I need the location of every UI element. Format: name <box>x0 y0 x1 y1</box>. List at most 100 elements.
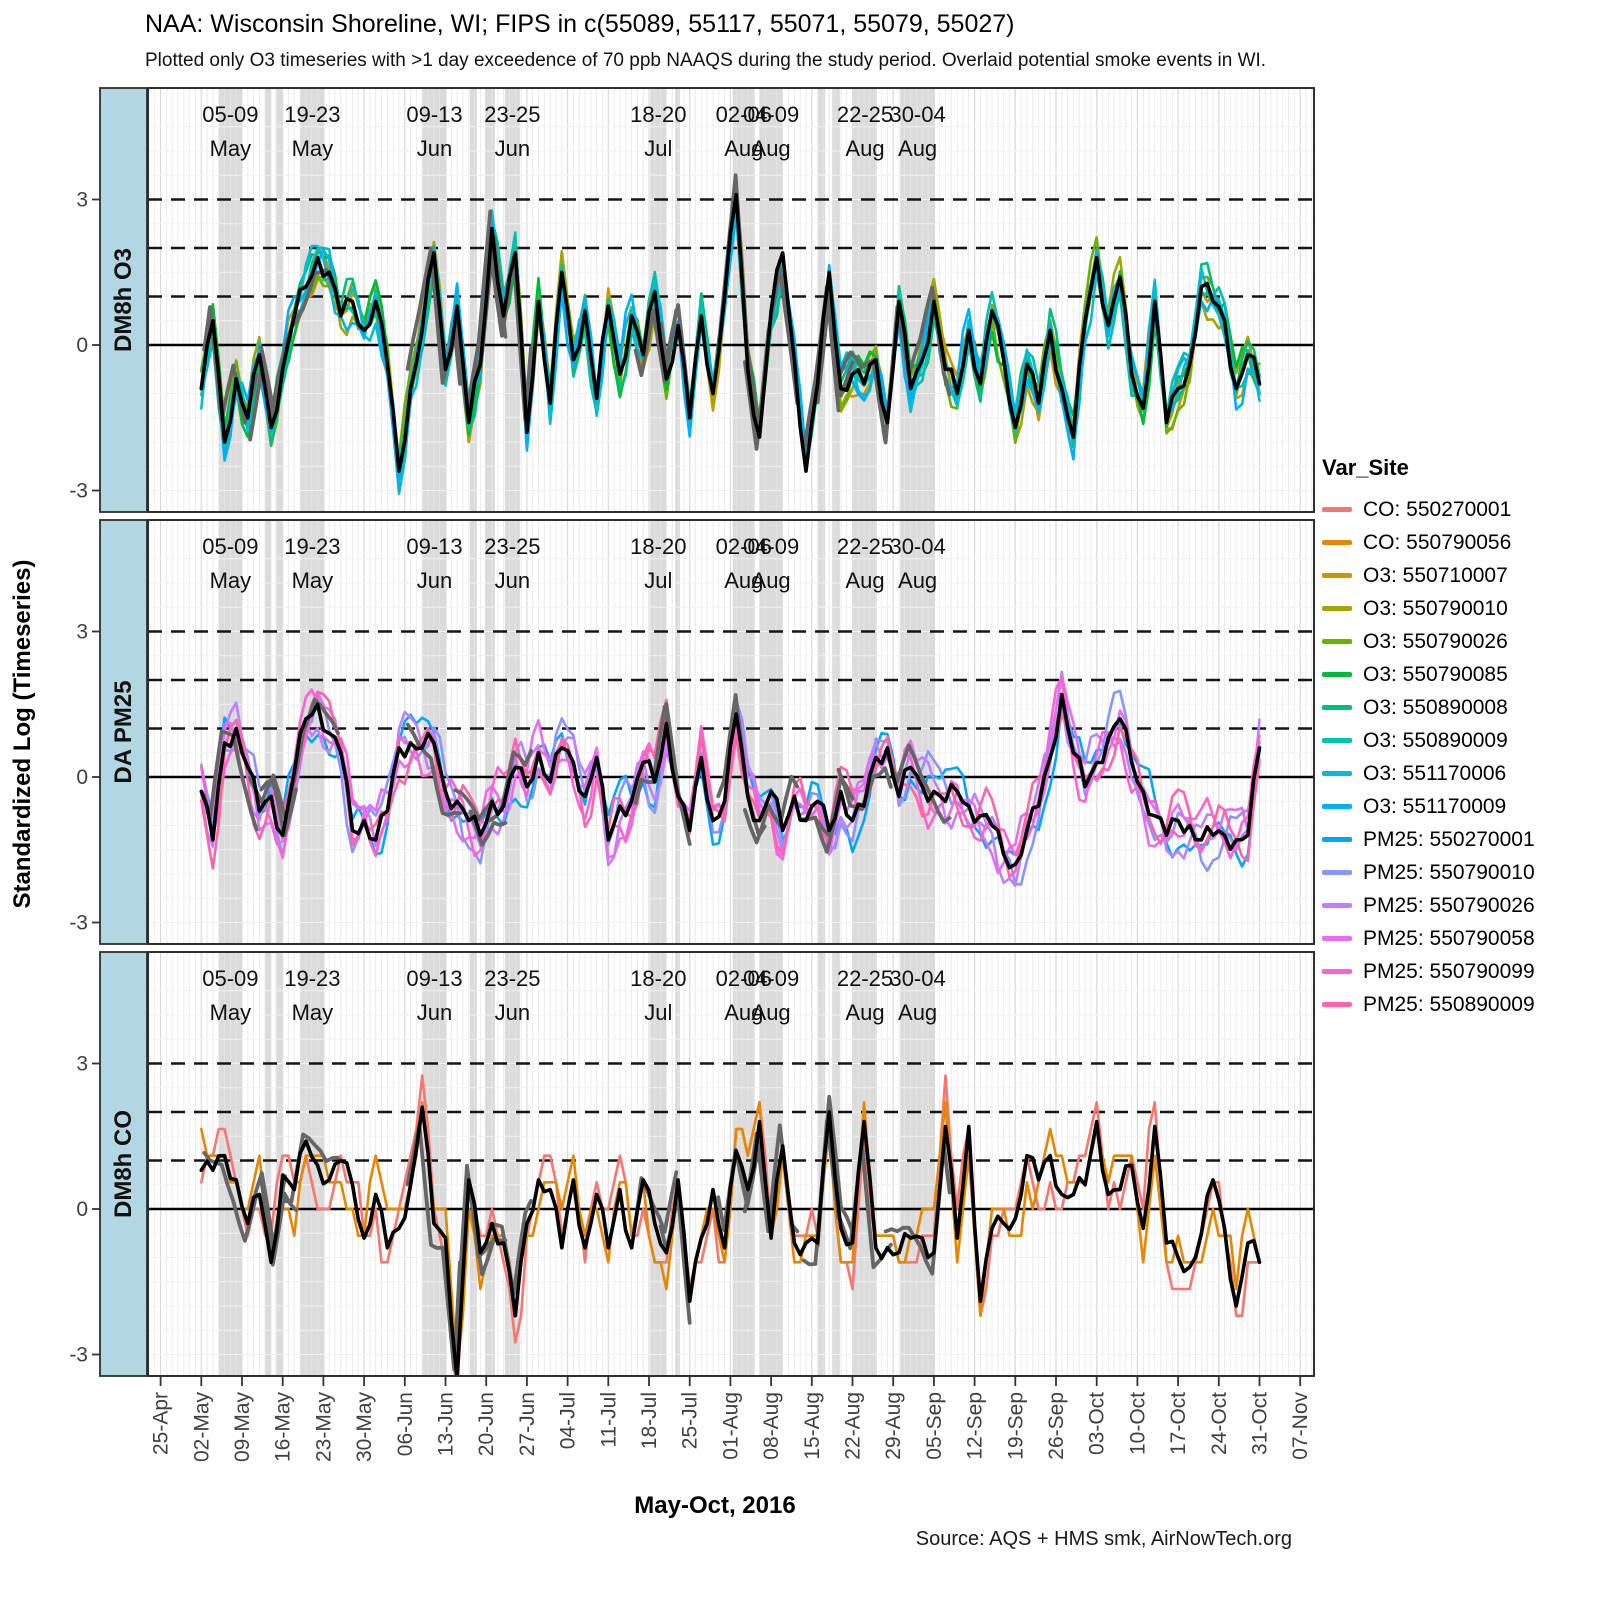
smoke-event-label: Aug <box>752 1000 791 1025</box>
smoke-event-band <box>485 952 495 1376</box>
smoke-event-band <box>469 88 477 512</box>
smoke-mean-line <box>453 788 493 822</box>
panel-dm8h-co: 05-09 May 19-23 May 09-13 Jun 23-25 Jun 18-20 Jul… <box>69 951 1315 1377</box>
legend-title: Var_Site <box>1322 455 1409 480</box>
smoke-mean-line <box>815 776 855 838</box>
legend-key-line <box>1322 639 1352 644</box>
smoke-event-label: 23-25 <box>484 534 540 559</box>
smoke-event-band <box>504 520 520 944</box>
y-tick-label: 0 <box>76 1198 88 1221</box>
smoke-event-label: Jun <box>417 568 452 593</box>
mean-line <box>199 692 1262 870</box>
legend-item-label: O3: 551170006 <box>1363 761 1507 785</box>
smoke-event-label: Aug <box>898 136 937 161</box>
smoke-event-label: Jun <box>417 136 452 161</box>
facet-strip <box>99 951 148 1377</box>
smoke-event-label: Aug <box>724 136 763 161</box>
legend-item-label: O3: 550790010 <box>1363 596 1508 620</box>
smoke-event-band <box>422 952 447 1376</box>
x-tick-label: 19-Sep <box>1004 1392 1027 1460</box>
legend-item: O3: 550790010 <box>1322 592 1598 625</box>
smoke-event-label: Aug <box>845 568 884 593</box>
legend-item: O3: 550890008 <box>1322 691 1598 724</box>
smoke-event-label: Aug <box>752 136 791 161</box>
x-tick-label: 27-Jun <box>516 1392 539 1456</box>
legend-item-label: PM25: 550790026 <box>1363 893 1535 917</box>
x-tick-label: 13-Jun <box>435 1392 458 1456</box>
smoke-event-label: 04-09 <box>743 534 799 559</box>
x-tick-label: 09-May <box>231 1392 254 1463</box>
x-tick-label: 26-Sep <box>1045 1392 1068 1460</box>
smoke-event-label: May <box>210 1000 252 1025</box>
x-tick-label: 16-May <box>272 1392 295 1463</box>
smoke-event-band <box>485 520 495 944</box>
y-tick-label: 0 <box>76 334 88 357</box>
smoke-event-label: 09-13 <box>406 966 462 991</box>
smoke-event-label: 18-20 <box>630 534 686 559</box>
smoke-event-band <box>485 88 495 512</box>
legend-item-label: O3: 551170009 <box>1363 794 1507 818</box>
smoke-event-label: Aug <box>752 568 791 593</box>
x-tick-label: 18-Jul <box>638 1392 661 1449</box>
smoke-event-label: Aug <box>898 1000 937 1025</box>
legend-item-label: O3: 550790085 <box>1363 662 1508 686</box>
legend-item-label: PM25: 550790099 <box>1363 959 1535 983</box>
smoke-event-label: 05-09 <box>202 966 258 991</box>
facet-strip-label: DA PM25 <box>110 680 137 783</box>
smoke-event-label: 09-13 <box>406 534 462 559</box>
smoke-event-band <box>275 520 283 944</box>
x-tick-label: 10-Oct <box>1126 1392 1149 1455</box>
x-tick-label: 05-Sep <box>923 1392 946 1460</box>
smoke-event-label: 22-25 <box>837 966 893 991</box>
y-tick-label: -3 <box>69 912 88 935</box>
legend-item: O3: 550890009 <box>1322 724 1598 757</box>
smoke-event-label: 23-25 <box>484 966 540 991</box>
smoke-event-band <box>469 520 477 944</box>
x-tick-label: 25-Apr <box>150 1392 173 1455</box>
smoke-event-label: May <box>210 568 252 593</box>
legend-key-line <box>1322 936 1352 941</box>
x-tick-label: 20-Jun <box>475 1392 498 1456</box>
smoke-event-band <box>264 88 272 512</box>
legend-key-line <box>1322 837 1352 842</box>
smoke-event-label: Jun <box>495 1000 530 1025</box>
chart-subtitle: Plotted only O3 timeseries with >1 day e… <box>145 50 1267 71</box>
legend: Var_Site CO: 550270001 CO: 550790056 O3: 5… <box>1322 455 1598 1021</box>
x-tick-label: 25-Jul <box>679 1392 702 1449</box>
legend-item-label: CO: 550270001 <box>1363 497 1512 521</box>
y-tick-label: 3 <box>76 1053 88 1076</box>
x-tick-label: 04-Jul <box>557 1392 580 1449</box>
smoke-event-label: 18-20 <box>630 966 686 991</box>
smoke-event-band <box>264 952 272 1376</box>
smoke-event-band <box>469 952 477 1376</box>
smoke-event-band <box>275 88 283 512</box>
legend-item-label: O3: 550890008 <box>1363 695 1508 719</box>
legend-key-line <box>1322 705 1352 710</box>
x-tick-label: 01-Aug <box>719 1392 742 1460</box>
smoke-mean-line <box>468 1189 508 1277</box>
x-tick-label: 22-Aug <box>842 1392 865 1460</box>
legend-item: PM25: 550790099 <box>1322 955 1598 988</box>
smoke-event-label: May <box>292 1000 334 1025</box>
legend-item: PM25: 550790010 <box>1322 856 1598 889</box>
smoke-mean-line <box>202 1151 259 1243</box>
smoke-event-label: May <box>292 136 334 161</box>
smoke-event-band <box>675 520 680 944</box>
smoke-event-label: 09-13 <box>406 102 462 127</box>
smoke-event-band <box>675 952 680 1376</box>
x-tick-label: 15-Aug <box>801 1392 824 1460</box>
smoke-mean-line <box>468 809 508 847</box>
x-tick-label: 23-May <box>312 1392 335 1463</box>
legend-item: CO: 550790056 <box>1322 526 1598 559</box>
legend-item: PM25: 550790026 <box>1322 889 1598 922</box>
y-tick-label: 3 <box>76 189 88 212</box>
smoke-event-label: Aug <box>845 1000 884 1025</box>
legend-item: O3: 551170009 <box>1322 790 1598 823</box>
smoke-event-label: 30-04 <box>889 534 945 559</box>
smoke-event-label: 05-09 <box>202 534 258 559</box>
source-caption: Source: AQS + HMS smk, AirNowTech.org <box>915 1528 1292 1550</box>
legend-key-line <box>1322 672 1352 677</box>
smoke-event-band <box>832 520 840 944</box>
smoke-event-label: Aug <box>845 136 884 161</box>
